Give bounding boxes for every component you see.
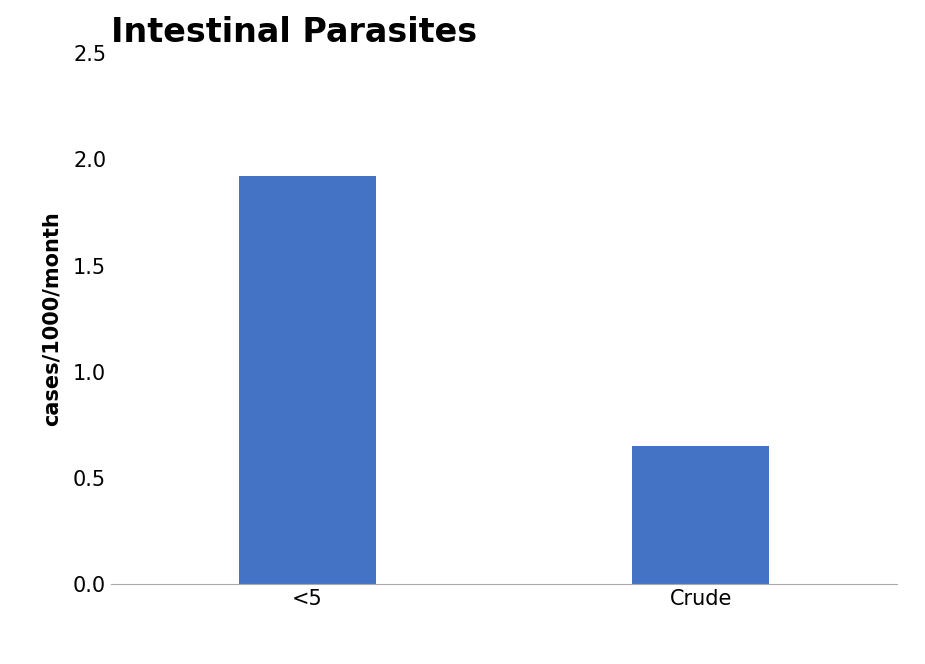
Y-axis label: cases/1000/month: cases/1000/month (42, 211, 62, 426)
Bar (239, 177, 376, 584)
Bar (632, 446, 770, 584)
Text: Intestinal Parasites: Intestinal Parasites (111, 16, 477, 49)
